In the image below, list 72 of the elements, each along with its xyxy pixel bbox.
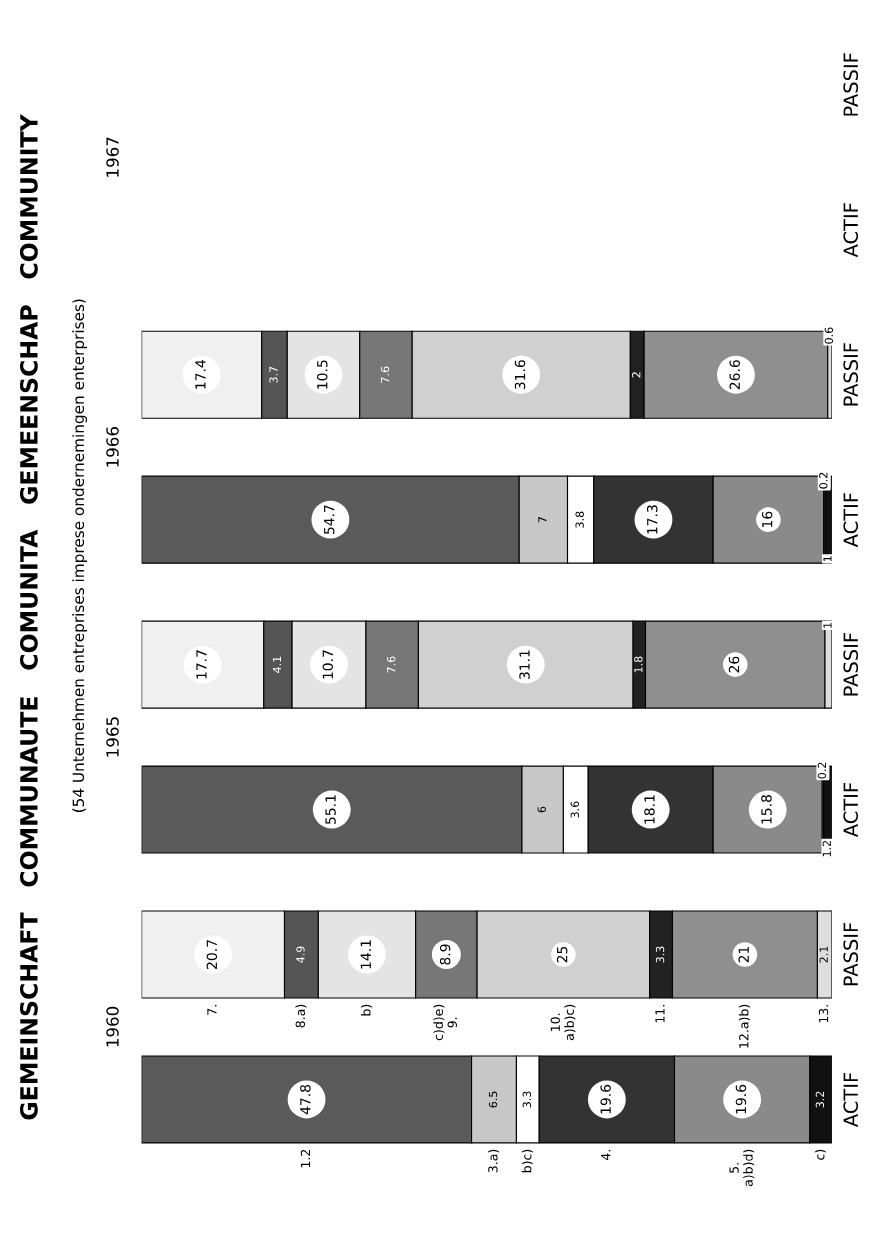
data-label: 1: [823, 622, 832, 628]
text: 7.: [207, 1005, 217, 1015]
data-label: 4.9: [296, 946, 305, 963]
text: 13.: [818, 1005, 829, 1023]
data-label: 4.1: [272, 656, 281, 673]
data-label: 1.2: [822, 840, 831, 857]
text: GEMEINSCHAFT COMMUNAUTE COMUNITA GEMEENSCHAP COMMUNITY: [19, 114, 38, 1120]
data-label: 54.7: [324, 505, 335, 535]
data-label: 18.1: [644, 795, 655, 824]
data-label: 2.1: [819, 946, 828, 963]
text: b): [360, 1004, 373, 1016]
y-tick-label: ACTIF: [843, 783, 859, 838]
text: 4.: [601, 1150, 611, 1161]
data-label: 17.3: [646, 505, 658, 534]
data-label: 3.3: [522, 1091, 532, 1108]
text: 11.: [655, 1005, 665, 1023]
data-label: 16: [761, 511, 773, 527]
y-tick-label: PASSIF: [843, 633, 859, 696]
data-label: 3.7: [269, 366, 278, 383]
data-label: 7.6: [380, 366, 390, 383]
data-label: 7.6: [387, 656, 396, 673]
text: 1966: [106, 427, 119, 467]
y-tick-label: ACTIF: [843, 1072, 859, 1127]
text: 8.a): [295, 1004, 307, 1028]
text: 1.2: [300, 1149, 311, 1168]
data-label: 26: [728, 656, 740, 673]
data-label: 0.6: [824, 327, 834, 344]
text: 10. a)b)c): [550, 1004, 576, 1041]
data-label: 17.4: [195, 360, 206, 389]
data-label: 0.2: [817, 762, 827, 779]
data-label: 10.5: [317, 360, 328, 389]
data-label: 3.2: [815, 1091, 825, 1108]
y-tick-label: ACTIF: [843, 203, 859, 258]
data-label: 17.7: [196, 650, 207, 679]
data-label: 55.1: [325, 795, 336, 824]
data-label: 21: [738, 946, 749, 963]
data-label: 47.8: [300, 1084, 311, 1115]
data-label: 15.8: [761, 795, 772, 824]
text: 12.a)b): [738, 1004, 751, 1048]
data-label: 14.1: [360, 940, 371, 969]
data-label: 31.6: [514, 360, 526, 390]
data-label: 0.2: [819, 472, 828, 489]
data-label: 19.6: [735, 1084, 747, 1114]
y-tick-label: PASSIF: [843, 53, 859, 116]
text: 1967: [106, 137, 119, 177]
data-label: 7: [538, 517, 547, 523]
data-label: 3.6: [570, 801, 580, 818]
data-label: 31.1: [519, 650, 530, 680]
data-label: 6.5: [488, 1091, 498, 1108]
data-label: 20.7: [206, 940, 218, 969]
data-label: 2: [632, 372, 641, 378]
data-label: 1: [823, 556, 832, 562]
data-label: 8.9: [439, 944, 451, 965]
data-label: 3.3: [655, 946, 665, 963]
data-label: 25: [556, 946, 568, 963]
data-label: 1.8: [634, 656, 643, 673]
text: 1960: [106, 1006, 119, 1047]
text: c)d)e) 9.: [433, 1004, 457, 1041]
text: 5. a)b)d): [729, 1149, 755, 1187]
text: 1965: [106, 717, 119, 757]
y-tick-label: PASSIF: [843, 922, 859, 986]
text: (54 Unternehmen entreprises imprese ondernemingen enterprises): [72, 299, 88, 813]
text: b)c): [521, 1149, 533, 1173]
data-label: 6: [537, 806, 546, 813]
data-label: 26.6: [729, 360, 740, 390]
data-label: 10.7: [322, 650, 334, 679]
data-label: 19.6: [600, 1084, 611, 1114]
data-label: 3.8: [575, 511, 584, 528]
text: 3.a): [487, 1149, 500, 1173]
text: c): [814, 1149, 826, 1160]
y-tick-label: PASSIF: [843, 343, 859, 406]
y-tick-label: ACTIF: [843, 493, 859, 548]
